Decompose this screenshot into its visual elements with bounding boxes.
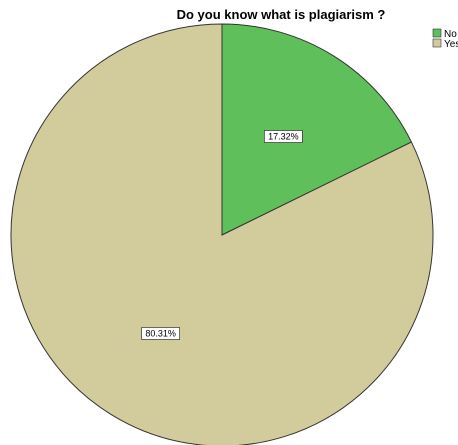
legend-item-yes: Yes <box>432 38 458 50</box>
legend-item-no: No <box>432 28 457 40</box>
chart-title: Do you know what is plagiarism ? <box>177 7 386 22</box>
pie-slice-no <box>221 23 413 236</box>
data-label-yes: 80.31% <box>141 327 180 340</box>
legend-swatch-no <box>432 28 442 38</box>
legend: No Yes <box>432 28 458 50</box>
pie-slice-yes <box>10 23 434 445</box>
pie-data-labels: 17.32% 80.31% <box>141 130 303 340</box>
legend-label-yes: Yes <box>444 39 458 50</box>
pie-slices <box>10 23 434 445</box>
legend-swatch-yes <box>432 38 442 48</box>
data-label-text: 80.31% <box>145 328 176 338</box>
data-label-box <box>264 130 303 143</box>
data-label-box <box>141 327 180 340</box>
data-label-no: 17.32% <box>264 130 303 143</box>
data-label-text: 17.32% <box>268 132 299 142</box>
legend-label-no: No <box>444 29 457 40</box>
